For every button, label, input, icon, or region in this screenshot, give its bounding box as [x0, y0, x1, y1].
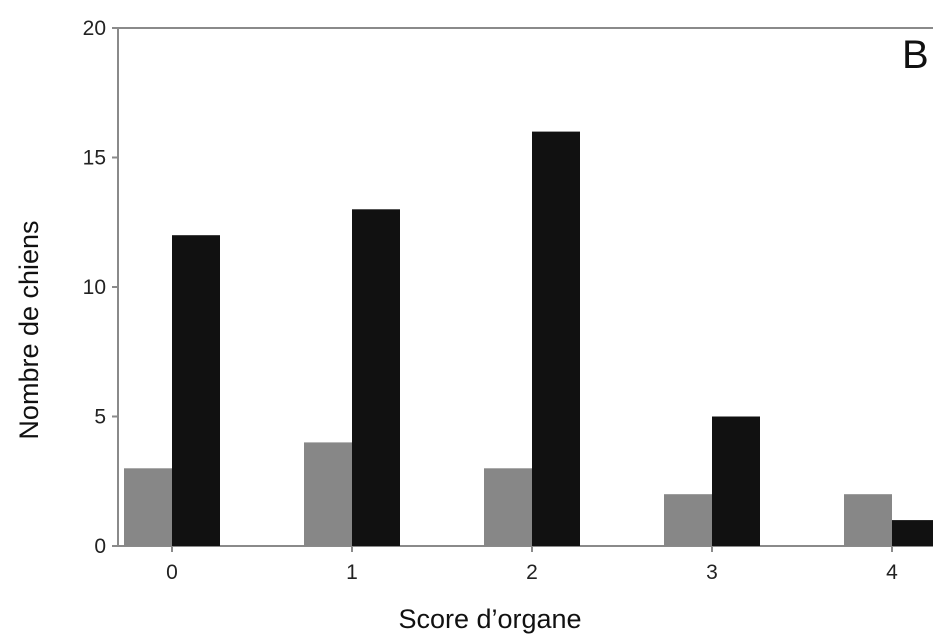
x-tick-label: 3 — [706, 561, 718, 584]
y-tick-label: 5 — [94, 406, 106, 429]
y-tick-label: 15 — [83, 147, 106, 170]
y-tick-label: 20 — [83, 17, 106, 40]
y-axis-title: Nombre de chiens — [14, 220, 44, 439]
bar-series1-cat3 — [664, 494, 712, 546]
y-tick-label: 0 — [94, 535, 106, 558]
bar-series2-cat4 — [892, 520, 933, 546]
bar-series2-cat0 — [172, 235, 220, 546]
x-tick-label: 0 — [166, 561, 178, 584]
panel-label: B — [902, 33, 929, 77]
bar-series2-cat1 — [352, 209, 400, 547]
x-axis-title: Score d’organe — [398, 604, 581, 634]
bar-series1-cat2 — [484, 468, 532, 546]
x-tick-label: 4 — [886, 561, 898, 584]
y-tick-label: 10 — [83, 276, 106, 299]
bar-series2-cat2 — [532, 131, 580, 546]
x-axis: 0 1 2 3 4 — [166, 546, 898, 584]
bar-series1-cat4 — [844, 494, 892, 546]
bar-series1-cat0 — [124, 468, 172, 546]
x-tick-label: 1 — [346, 561, 358, 584]
bar-series2-cat3 — [712, 416, 760, 546]
x-tick-label: 2 — [526, 561, 538, 584]
bars-layer — [124, 131, 933, 547]
y-axis: 0 5 10 15 20 — [83, 17, 118, 558]
bar-series1-cat1 — [304, 442, 352, 546]
